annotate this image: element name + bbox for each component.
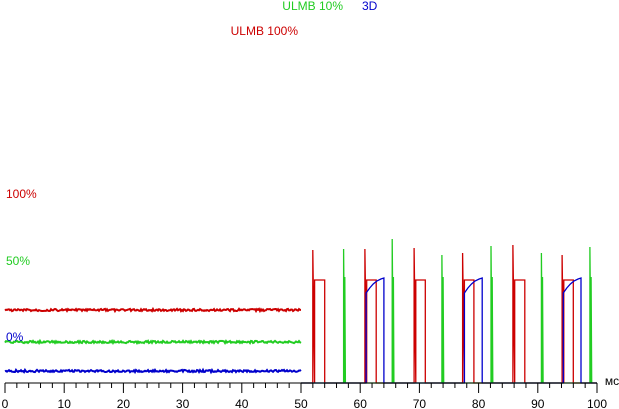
series-line-50pct [4, 338, 302, 346]
x-tick-label: 100 [587, 397, 607, 409]
series-label-0pct: 0% [6, 330, 24, 344]
series-line-3d [301, 277, 597, 384]
series-labels: 100% 50% 0% ULMB 100% ULMB 10% 3D [6, 0, 378, 344]
series-line-0pct [4, 367, 302, 375]
x-tick-label: 20 [117, 397, 131, 409]
series-line-100pct [4, 306, 301, 314]
series-label-3d: 3D [362, 0, 378, 13]
x-tick-label: 70 [413, 397, 427, 409]
x-axis: 0 10 20 30 40 50 60 70 80 90 100 мс [2, 374, 619, 409]
series-group [4, 238, 597, 384]
x-tick-label: 40 [235, 397, 249, 409]
series-label-50pct: 50% [6, 254, 30, 268]
x-tick-label: 10 [58, 397, 72, 409]
x-unit-label: мс [605, 374, 619, 388]
series-line-ulmb-10pct [301, 238, 597, 384]
x-tick-label: 0 [2, 397, 9, 409]
x-tick-label: 50 [294, 397, 308, 409]
series-label-100pct: 100% [6, 187, 37, 201]
x-tick-label: 60 [354, 397, 368, 409]
x-tick-label: 90 [531, 397, 545, 409]
series-label-ulmb-100pct: ULMB 100% [231, 24, 299, 38]
x-tick-label: 80 [472, 397, 486, 409]
series-label-ulmb-10pct: ULMB 10% [282, 0, 343, 13]
x-tick-label: 30 [176, 397, 190, 409]
